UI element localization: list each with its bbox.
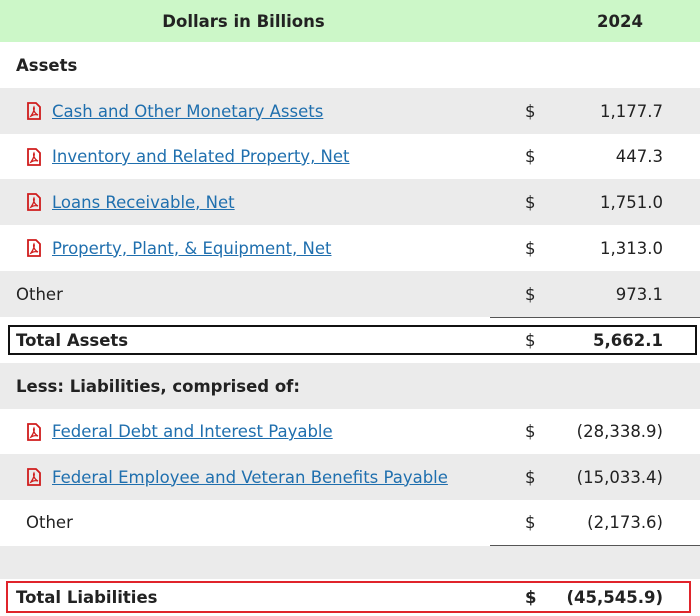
total-box <box>6 581 691 613</box>
label: Other <box>16 284 63 304</box>
currency: $ <box>525 238 536 258</box>
link[interactable]: Loans Receivable, Net <box>52 192 235 212</box>
subtotal-rule <box>490 545 700 546</box>
currency: $ <box>525 101 536 121</box>
value: 1,751.0 <box>600 192 663 212</box>
currency: $ <box>525 422 536 441</box>
link[interactable]: Federal Debt and Interest Payable <box>52 422 333 441</box>
total-row: Total Assets $ 5,662.1 <box>0 318 700 363</box>
pdf-icon <box>27 468 41 486</box>
row: Federal Debt and Interest Payable $ (28,… <box>0 409 700 454</box>
currency: $ <box>525 147 536 166</box>
pdf-icon <box>27 239 41 257</box>
pdf-icon <box>27 102 41 120</box>
row: Cash and Other Monetary Assets $ 1,177.7 <box>0 88 700 134</box>
value: (15,033.4) <box>576 467 663 487</box>
value: 1,313.0 <box>600 238 663 258</box>
link[interactable]: Inventory and Related Property, Net <box>52 147 350 166</box>
spacer-row <box>0 546 700 579</box>
currency: $ <box>525 331 536 350</box>
section-label: Assets <box>16 55 78 75</box>
pdf-icon <box>27 193 41 211</box>
row: Loans Receivable, Net $ 1,751.0 <box>0 179 700 225</box>
label: Other <box>26 513 73 532</box>
link[interactable]: Federal Employee and Veteran Benefits Pa… <box>52 467 448 487</box>
total-row: Total Liabilities $ (45,545.9) <box>0 579 700 616</box>
currency: $ <box>525 284 536 304</box>
row: Property, Plant, & Equipment, Net $ 1,31… <box>0 225 700 271</box>
total-value: 5,662.1 <box>593 331 663 350</box>
section-label: Less: Liabilities, comprised of: <box>16 376 300 396</box>
value: (28,338.9) <box>576 422 663 441</box>
value: 1,177.7 <box>600 101 663 121</box>
subtotal-rule <box>490 317 700 318</box>
header-cell: 2024 <box>597 11 643 31</box>
currency: $ <box>525 513 536 532</box>
total-label: Total Liabilities <box>16 588 158 607</box>
row: Other $ (2,173.6) <box>0 500 700 545</box>
total-label: Total Assets <box>16 331 129 350</box>
currency: $ <box>525 192 536 212</box>
row: Inventory and Related Property, Net $ 44… <box>0 134 700 179</box>
section-row: Assets <box>0 42 700 88</box>
value: 973.1 <box>615 284 663 304</box>
value: (2,173.6) <box>587 513 663 532</box>
currency: $ <box>525 467 536 487</box>
total-value: (45,545.9) <box>566 588 663 607</box>
header-cell: Dollars in Billions <box>162 11 325 31</box>
link[interactable]: Cash and Other Monetary Assets <box>52 101 324 121</box>
link[interactable]: Property, Plant, & Equipment, Net <box>52 238 332 258</box>
row: Federal Employee and Veteran Benefits Pa… <box>0 454 700 500</box>
header-row: Dollars in Billions 2024 <box>0 0 700 42</box>
row: Other $ 973.1 <box>0 271 700 317</box>
pdf-icon <box>27 422 41 441</box>
currency: $ <box>525 588 537 607</box>
pdf-icon <box>27 147 41 166</box>
section-row: Less: Liabilities, comprised of: <box>0 363 700 409</box>
value: 447.3 <box>615 147 663 166</box>
total-box <box>8 325 697 355</box>
